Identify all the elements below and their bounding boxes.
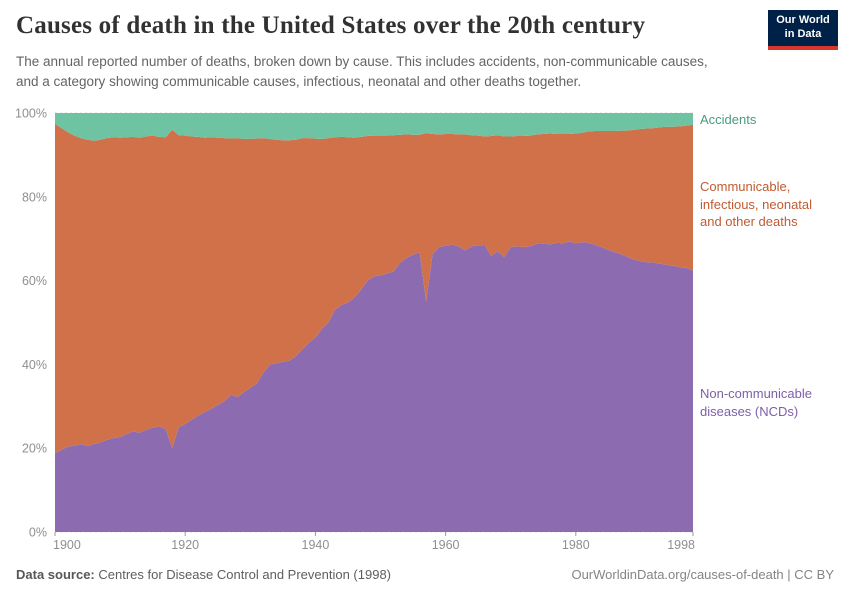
area-ncd[interactable] <box>55 241 693 532</box>
y-tick-label-20: 20% <box>22 442 47 456</box>
y-tick-label-100: 100% <box>15 107 47 121</box>
data-source-note: Data source: Centres for Disease Control… <box>16 567 391 582</box>
x-tick-label-1900: 1900 <box>53 538 81 552</box>
x-tick-label-1998: 1998 <box>667 538 695 552</box>
area-communicable[interactable] <box>55 123 693 454</box>
y-tick-label-80: 80% <box>22 190 47 204</box>
owid-logo-text: Our World in Data <box>776 14 830 40</box>
y-tick-label-60: 60% <box>22 274 47 288</box>
data-source-label: Data source: <box>16 567 95 582</box>
owid-logo[interactable]: Our World in Data <box>768 10 838 50</box>
y-tick-label-40: 40% <box>22 358 47 372</box>
page-title: Causes of death in the United States ove… <box>16 12 646 39</box>
x-tick-label-1940: 1940 <box>302 538 330 552</box>
series-label-ncd: Non-communicable diseases (NCDs) <box>700 386 812 419</box>
owid-logo-redbar <box>768 46 838 50</box>
chart-subtitle: The annual reported number of deaths, br… <box>16 54 708 90</box>
y-tick-label-0: 0% <box>29 526 47 540</box>
stacked-area-chart[interactable]: 0% 20% 40% 60% 80% 100% 1900 1920 1940 1960 1980 19… <box>0 100 850 560</box>
area-accidents[interactable] <box>55 113 693 141</box>
x-tick-label-1920: 1920 <box>171 538 199 552</box>
series-label-communicable: Communicable, infectious, neonatal and o… <box>700 179 813 230</box>
x-tick-label-1980: 1980 <box>562 538 590 552</box>
x-tick-label-1960: 1960 <box>432 538 460 552</box>
attribution-link[interactable]: OurWorldinData.org/causes-of-death | CC … <box>571 567 834 582</box>
data-source-value: Centres for Disease Control and Preventi… <box>94 567 392 582</box>
series-label-accidents: Accidents <box>700 112 757 127</box>
